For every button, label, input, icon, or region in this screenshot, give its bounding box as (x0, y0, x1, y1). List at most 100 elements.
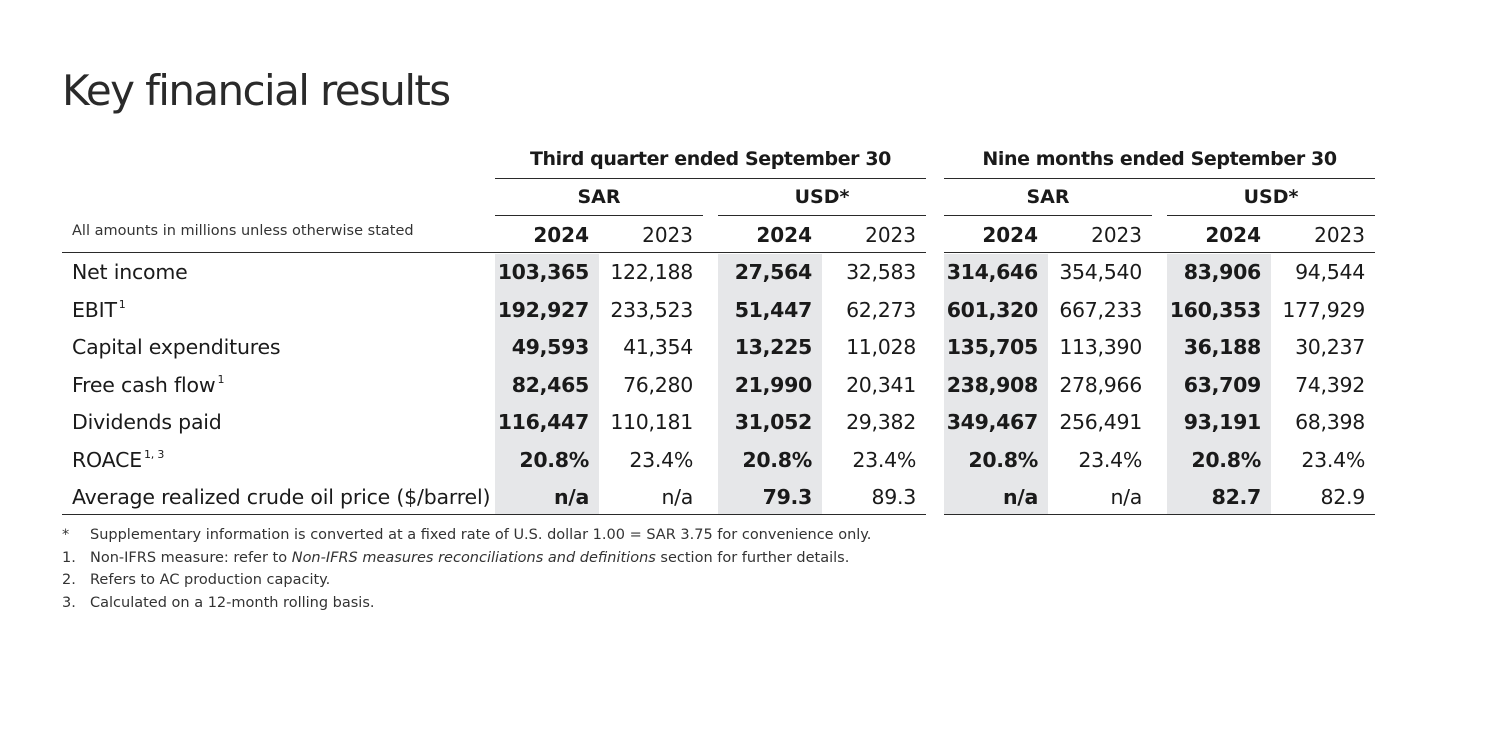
table-cell: 314,646 (946, 260, 1039, 284)
table-cell: 23.4% (1301, 447, 1365, 472)
table-cell: 192,927 (497, 297, 590, 322)
table-cell: 116,447 (497, 410, 590, 434)
divider (718, 215, 926, 216)
table-cell: 20.8% (519, 447, 589, 472)
table-cell: 32,583 (846, 260, 916, 284)
table-cell: 160,353 (1169, 297, 1262, 322)
table-cell: 110,181 (610, 410, 693, 434)
highlight-column (1167, 254, 1271, 514)
footnote-text: Calculated on a 12-month rolling basis. (90, 595, 375, 611)
table-cell: 667,233 (1059, 297, 1142, 322)
divider (62, 514, 926, 515)
table-cell: 89.3 (871, 485, 917, 509)
table-cell: 23.4% (1078, 447, 1142, 472)
year-header: 2023 (1091, 223, 1142, 247)
table-cell: 135,705 (946, 335, 1039, 359)
highlight-column (718, 254, 822, 514)
table-cell: 256,491 (1059, 410, 1142, 434)
table-cell: 30,237 (1295, 335, 1365, 359)
currency-header: SAR (577, 186, 621, 208)
year-header: 2024 (1205, 223, 1261, 247)
table-cell: 349,467 (946, 410, 1039, 434)
divider (944, 178, 1375, 179)
table-cell: 29,382 (846, 410, 916, 434)
table-cell: 103,365 (497, 260, 590, 284)
footnote-marker: 1. (62, 549, 76, 566)
footnote-text-part: Calculated on a 12-month rolling basis. (90, 594, 375, 611)
table-row: Free cash flow 1 82,465 76,280 21,990 20,341 2… (0, 368, 1504, 405)
year-header: 2023 (1314, 223, 1365, 247)
table-cell: 13,225 (734, 335, 813, 359)
footnote-marker: 2. (62, 572, 76, 588)
table-cell: 21,990 (734, 372, 813, 397)
row-label-text: ROACE (72, 447, 142, 472)
table-cell: 31,052 (734, 410, 813, 434)
table-cell: 79.3 (762, 485, 813, 509)
table-cell: 68,398 (1295, 410, 1365, 434)
footnote-marker: * (62, 527, 70, 543)
row-label-text: Capital expenditures (72, 335, 281, 359)
divider (495, 215, 703, 216)
table-row: ROACE 1, 3 20.8% 23.4% 20.8% 23.4% 20.8% 23.4% 2… (0, 443, 1504, 480)
table-cell: 354,540 (1059, 260, 1142, 284)
table-cell: 122,188 (610, 260, 693, 284)
group-header-quarter: Third quarter ended September 30 (529, 148, 892, 170)
row-label-text: Dividends paid (72, 410, 222, 434)
divider (1167, 215, 1375, 216)
footnote-marker: 3. (62, 594, 76, 611)
footnote-emphasis: Non-IFRS measures reconciliations and de… (291, 549, 656, 566)
footnote-text: Refers to AC production capacity. (90, 572, 330, 588)
table-cell: 20.8% (742, 447, 812, 472)
table-cell: 74,392 (1295, 372, 1365, 397)
footnote-text: Supplementary information is converted a… (90, 527, 871, 543)
divider (62, 252, 926, 253)
table-cell: 83,906 (1183, 260, 1262, 284)
table-row: Net income 103,365 122,188 27,564 32,583 314,… (0, 255, 1504, 292)
table-cell: 113,390 (1059, 335, 1142, 359)
currency-header: SAR (1026, 186, 1070, 208)
table-cell: 41,354 (623, 335, 693, 359)
footnote-reference: 1, 3 (143, 447, 165, 461)
table-cell: 20,341 (846, 372, 916, 397)
divider (944, 215, 1152, 216)
row-label-text: Average realized crude oil price ($/barr… (72, 485, 491, 509)
table-row: Average realized crude oil price ($/barr… (0, 480, 1504, 517)
table-row: Dividends paid 116,447 110,181 31,052 29,382… (0, 405, 1504, 442)
highlight-column (944, 254, 1048, 514)
table-cell: 94,544 (1295, 260, 1365, 284)
table-cell: 238,908 (946, 372, 1039, 397)
table-cell: 76,280 (623, 372, 693, 397)
row-label: Free cash flow 1 (72, 373, 224, 397)
divider (495, 178, 926, 179)
footnote-text-part: Non-IFRS measure: refer to (90, 549, 292, 566)
table-cell: 601,320 (946, 297, 1039, 322)
table-row: EBIT 1 192,927 233,523 51,447 62,273 601,320 66… (0, 293, 1504, 330)
currency-header: USD* (1243, 186, 1299, 208)
table-cell: 278,966 (1059, 372, 1142, 397)
table-cell: 62,273 (846, 297, 916, 322)
table-cell: 51,447 (734, 297, 813, 322)
year-header: 2023 (642, 223, 693, 247)
table-cell: 233,523 (610, 297, 693, 322)
table-cell: 20.8% (1191, 447, 1261, 472)
table-cell: 11,028 (846, 335, 916, 359)
unit-note: All amounts in millions unless otherwise… (72, 223, 414, 239)
row-label: Average realized crude oil price ($/barr… (72, 485, 490, 509)
divider (944, 514, 1375, 515)
table-cell: n/a (553, 485, 589, 509)
year-header: 2024 (756, 223, 812, 247)
table-cell: 23.4% (629, 447, 693, 472)
row-label-text: Free cash flow (72, 372, 216, 397)
currency-header: USD* (794, 186, 850, 208)
table-row: Capital expenditures 49,593 41,354 13,225 11… (0, 330, 1504, 367)
footnote-text-part: Refers to AC production capacity. (90, 572, 331, 588)
year-header: 2023 (865, 223, 916, 247)
year-header: 2024 (982, 223, 1038, 247)
table-cell: 82,465 (511, 372, 590, 397)
table-cell: 49,593 (511, 335, 590, 359)
table-cell: 20.8% (968, 447, 1038, 472)
year-header: 2024 (533, 223, 589, 247)
divider (944, 252, 1375, 253)
row-label: ROACE 1, 3 (72, 448, 164, 472)
row-label-text: EBIT (72, 297, 117, 322)
